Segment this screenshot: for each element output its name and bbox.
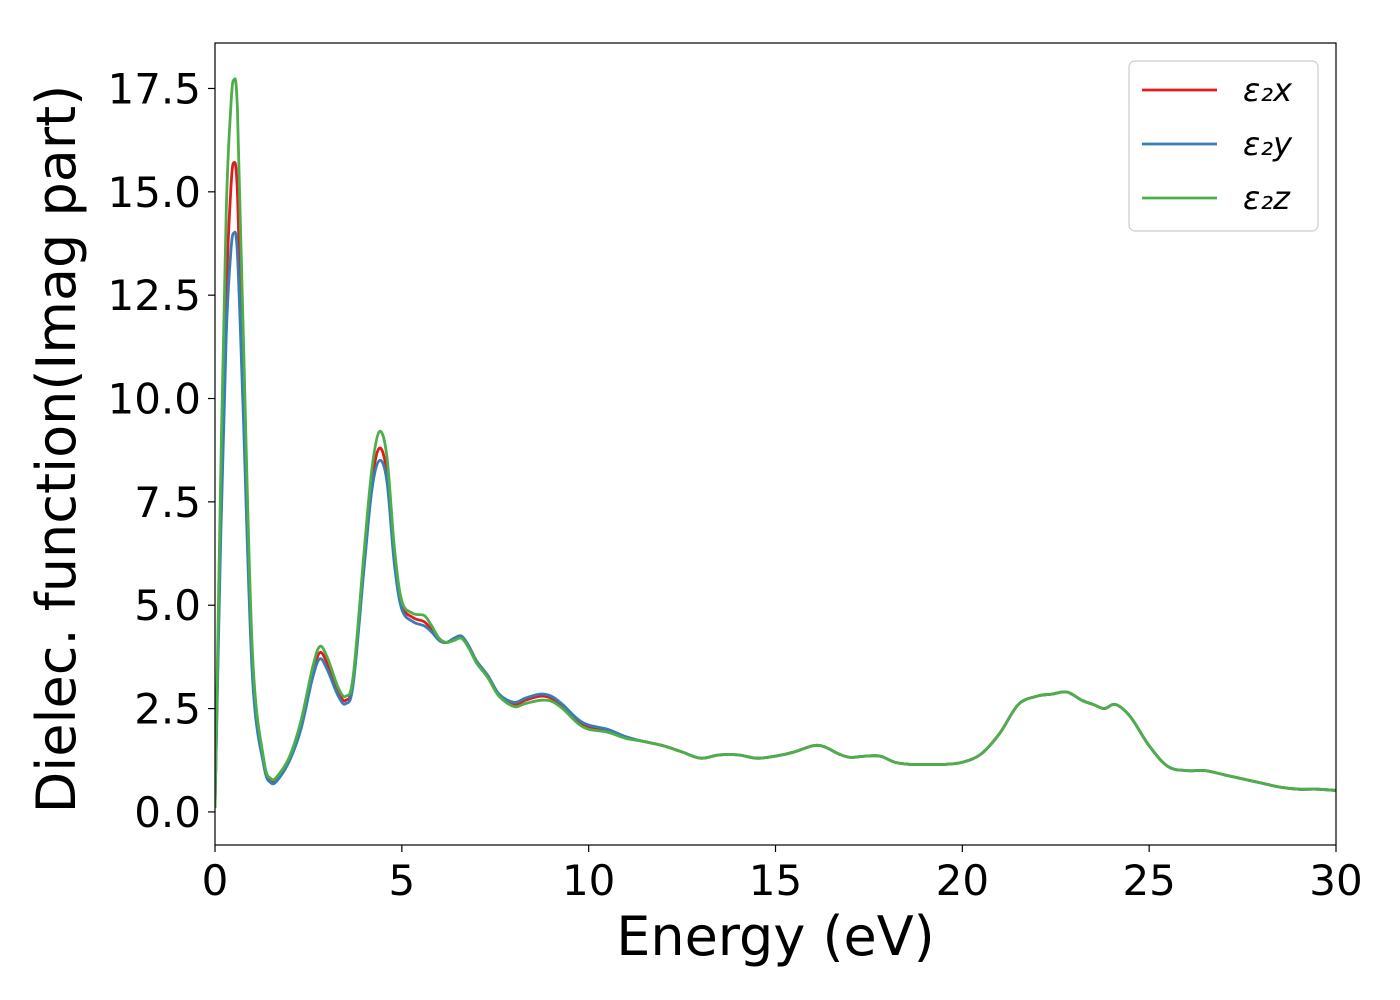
y-axis-label: Dielec. function(Imag part): [25, 85, 88, 814]
x-tick-label: 30: [1309, 856, 1362, 905]
x-tick-label: 0: [202, 856, 229, 905]
y-tick-label: 15.0: [107, 168, 201, 217]
series-line-3: [215, 77, 1336, 808]
legend-box: [1128, 60, 1319, 232]
y-tick-label: 2.5: [134, 685, 201, 734]
y-axis: 0.0 2.5 5.0 7.5 10.0 12.5 15.0 17.5: [107, 64, 215, 837]
legend-label-1: ε₂x: [1243, 71, 1293, 109]
y-tick-label: 7.5: [134, 478, 201, 527]
y-tick-label: 0.0: [134, 788, 201, 837]
x-tick-label: 20: [936, 856, 989, 905]
legend-label-2: ε₂y: [1243, 125, 1293, 163]
x-axis: 0 5 10 15 20 25 30: [202, 845, 1363, 905]
y-tick-label: 10.0: [107, 375, 201, 424]
legend-label-3: ε₂z: [1243, 179, 1291, 217]
x-tick-label: 5: [388, 856, 415, 905]
y-tick-label: 17.5: [107, 64, 201, 113]
y-tick-label: 12.5: [107, 271, 201, 320]
x-tick-label: 25: [1122, 856, 1175, 905]
legend: ε₂x ε₂y ε₂z: [1128, 60, 1319, 232]
x-tick-label: 10: [562, 856, 615, 905]
series-layer: [215, 77, 1336, 808]
x-tick-label: 15: [749, 856, 802, 905]
y-tick-label: 5.0: [134, 581, 201, 630]
x-axis-label: Energy (eV): [616, 905, 935, 968]
